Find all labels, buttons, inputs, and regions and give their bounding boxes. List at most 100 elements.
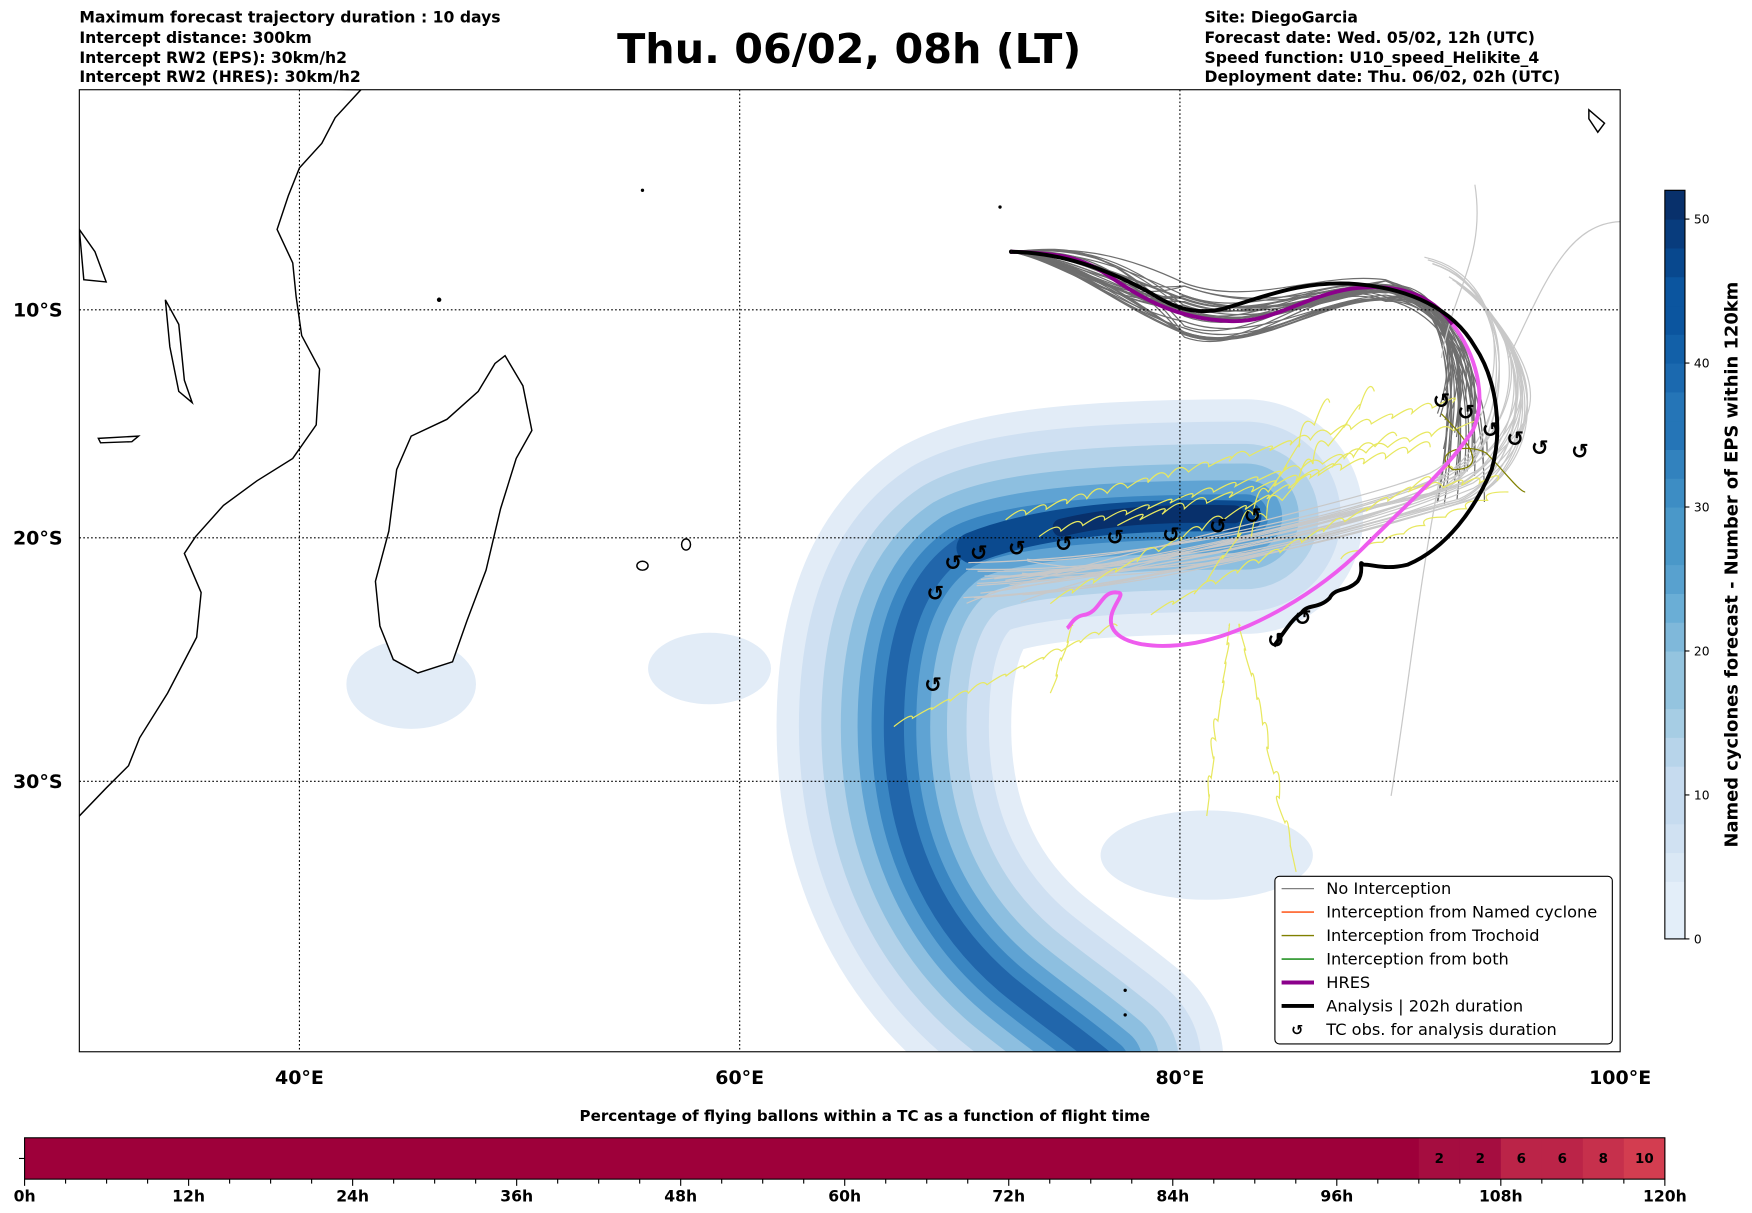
time-bar-cell xyxy=(1500,1137,1543,1180)
speed-function-text: Speed function: U10_speed_Helikite_4 xyxy=(1205,48,1540,67)
time-bar-cell xyxy=(1623,1137,1666,1180)
legend-label: Analysis | 202h duration xyxy=(1326,997,1523,1016)
trajectory-line xyxy=(1206,398,1331,582)
hres-trajectory-late xyxy=(1065,323,1482,648)
site-text: Site: DiegoGarcia xyxy=(1205,8,1358,27)
time-bar-tick-label: 72h xyxy=(992,1186,1025,1205)
legend: No Interception Interception from Named c… xyxy=(1274,875,1613,1045)
trajectory-line xyxy=(893,623,1118,728)
colorbar-tick-label: 50 xyxy=(1694,213,1710,227)
lon-tick-label: 40°E xyxy=(275,1067,324,1089)
trajectory-line xyxy=(1206,623,1231,817)
tc-obs-icon: ↺ xyxy=(1209,514,1227,539)
page-title: Thu. 06/02, 08h (LT) xyxy=(617,25,1081,73)
colorbar-cell xyxy=(1664,334,1685,364)
time-bar-cell xyxy=(1459,1137,1502,1180)
intercept-distance-text: Intercept distance: 300km xyxy=(79,28,311,47)
colorbar-tick-label: 10 xyxy=(1694,788,1710,802)
colorbar-cell xyxy=(1664,276,1685,307)
tc-obs-icon: ↺ xyxy=(1294,606,1312,631)
tc-obs-icon: ↺ xyxy=(1162,523,1180,548)
trajectory-line xyxy=(1390,469,1442,796)
lat-tick-label: 10°S xyxy=(13,300,63,322)
colorbar-cell xyxy=(1664,305,1685,335)
trajectory-line xyxy=(1011,303,1532,578)
lat-tick-label: 30°S xyxy=(13,771,63,793)
trajectory-line xyxy=(1005,276,1510,581)
colorbar-cell xyxy=(1664,535,1685,566)
time-bar-tick-label: 108h xyxy=(1479,1186,1523,1205)
trajectory-line xyxy=(1440,184,1478,358)
time-bar-value: 6 xyxy=(1558,1152,1567,1167)
time-bar-cell xyxy=(24,1137,1420,1180)
time-bar-value: 2 xyxy=(1476,1152,1485,1167)
header-left-info: Maximum forecast trajectory duration : 1… xyxy=(79,8,500,86)
trajectory-line xyxy=(1005,397,1457,521)
colorbar-cell xyxy=(1664,852,1685,882)
time-bar-value: 8 xyxy=(1599,1152,1608,1167)
tc-obs-icon: ↺ xyxy=(1432,389,1450,414)
cyclone-density-field xyxy=(346,399,1364,1052)
colorbar-tick-label: 20 xyxy=(1694,644,1710,658)
legend-item: No Interception xyxy=(1281,879,1451,898)
colorbar-cell xyxy=(1664,449,1685,479)
deployment-date-text: Deployment date: Thu. 06/02, 02h (UTC) xyxy=(1205,67,1561,86)
time-bar-tick-label: 36h xyxy=(500,1186,533,1205)
time-bar-tick-label: 120h xyxy=(1643,1186,1687,1205)
tc-obs-icon: ↺ xyxy=(1531,436,1549,461)
lat-axis: 10°S 20°S 30°S xyxy=(13,300,63,794)
time-bar-tick-label: 0h xyxy=(14,1186,36,1205)
map-frame xyxy=(78,89,1621,1053)
time-bar-value: 6 xyxy=(1517,1152,1526,1167)
colorbar-cell xyxy=(1664,679,1685,710)
time-bar-cell xyxy=(1541,1137,1584,1180)
colorbar-cell xyxy=(1664,881,1685,911)
lon-tick-label: 100°E xyxy=(1589,1067,1651,1089)
forecast-date-text: Forecast date: Wed. 05/02, 12h (UTC) xyxy=(1205,28,1535,47)
time-bar-value: 2 xyxy=(1435,1152,1444,1167)
tc-obs-icon: ↺ xyxy=(1267,628,1285,653)
tc-obs-icon: ↺ xyxy=(1055,532,1073,557)
legend-label: Interception from Named cyclone xyxy=(1326,903,1597,922)
legend-label: HRES xyxy=(1326,973,1370,992)
colorbar-cell xyxy=(1664,219,1685,249)
tc-obs-icon: ↺ xyxy=(1482,418,1500,443)
legend-label: No Interception xyxy=(1326,879,1451,898)
time-bar-tick-label: 84h xyxy=(1156,1186,1189,1205)
colorbar-cell xyxy=(1664,737,1685,767)
density-colorbar: 0 10 20 30 40 50 Named cyclones forecast - Nu… xyxy=(1664,189,1742,946)
lon-tick-label: 60°E xyxy=(715,1067,764,1089)
trajectory-line xyxy=(1407,475,1500,493)
max-duration-text: Maximum forecast trajectory duration : 1… xyxy=(79,8,500,27)
ensemble-late-trajectories xyxy=(963,184,1621,796)
colorbar-cell xyxy=(1664,622,1685,652)
time-percentage-bar: 2 2 6 6 8 10 0h 12h 24h 36h 48h 60h 72h 84h 96h 108h 120… xyxy=(14,1137,1687,1205)
legend-item: Interception from Trochoid xyxy=(1281,926,1540,945)
colorbar-cell xyxy=(1664,190,1685,220)
header-right-info: Site: DiegoGarcia Forecast date: Wed. 05… xyxy=(1205,8,1561,86)
lon-axis: 40°E 60°E 80°E 100°E xyxy=(275,1067,1651,1089)
lat-tick-label: 20°S xyxy=(13,527,63,549)
tc-obs-icon: ↺ xyxy=(1106,525,1124,550)
legend-item: HRES xyxy=(1281,973,1370,992)
trajectory-line xyxy=(1011,249,1472,412)
legend-item: Interception from both xyxy=(1281,950,1509,969)
tc-obs-icon: ↺ xyxy=(1008,537,1026,562)
trajectory-line xyxy=(1049,431,1398,605)
colorbar-cell xyxy=(1664,766,1685,796)
time-bar-tick-label: 12h xyxy=(172,1186,205,1205)
time-bar-tick-label: 60h xyxy=(828,1186,861,1205)
trajectory-line xyxy=(1238,623,1297,872)
colorbar-cell xyxy=(1664,650,1685,681)
trajectory-line xyxy=(1026,262,1500,562)
map-area[interactable]: ↺↺ ↺ ↺ ↺ ↺ ↺ ↺ ↺↺ ↺↺ ↺ ↺ ↺↺↺↺ No InterceptionInterc… xyxy=(67,84,1621,1062)
colorbar-cell xyxy=(1664,593,1685,623)
colorbar-cell xyxy=(1664,564,1685,594)
trajectory-line xyxy=(1011,251,1455,457)
lon-tick-label: 80°E xyxy=(1155,1067,1204,1089)
tc-obs-icon: ↺ xyxy=(1457,400,1475,425)
coastlines xyxy=(79,89,1606,1017)
colorbar-cell xyxy=(1664,507,1685,537)
time-bar-cell xyxy=(1418,1137,1461,1180)
